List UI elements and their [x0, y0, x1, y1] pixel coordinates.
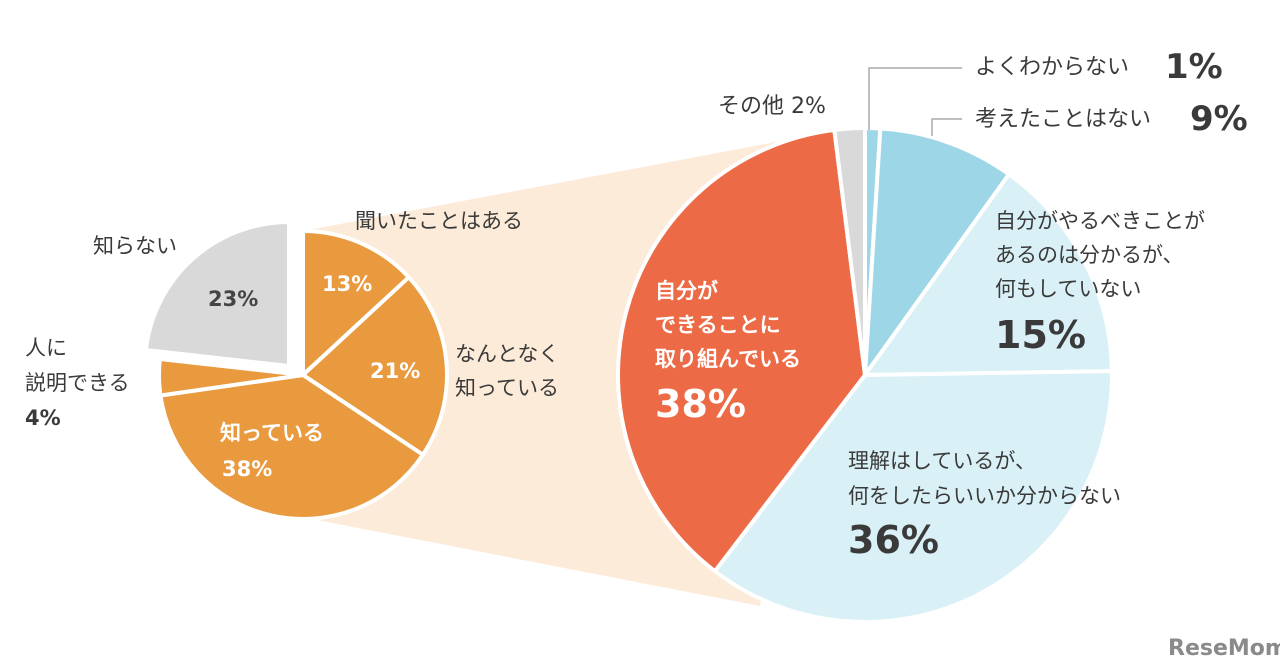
- label-explain-2: 説明できる: [25, 371, 130, 395]
- value-unsure: 1%: [1165, 47, 1223, 87]
- pie-slice: [832, 126, 867, 377]
- right-pie: [616, 126, 1114, 624]
- label-explain-1: 人に: [25, 336, 67, 360]
- value-somewhat: 21%: [370, 359, 420, 383]
- label-doing-2: できることに: [655, 313, 781, 337]
- label-heard: 聞いたことはある: [355, 209, 523, 233]
- label-aware-3: 何もしていない: [995, 277, 1141, 301]
- value-never: 9%: [1190, 99, 1248, 139]
- leader-line-unsure: [868, 67, 962, 130]
- label-unsure: よくわからない: [975, 55, 1129, 80]
- pie-slice: [157, 357, 305, 398]
- label-aware-2: あるのは分かるが、: [995, 243, 1184, 267]
- label-never: 考えたことはない: [975, 107, 1151, 132]
- pie-slice: [158, 373, 425, 521]
- label-know: 知っている: [220, 421, 324, 445]
- value-aware: 15%: [995, 313, 1086, 357]
- label-understand-2: 何をしたらいいか分からない: [848, 484, 1121, 508]
- label-dont-know: 知らない: [93, 234, 177, 258]
- label-aware-1: 自分がやるべきことが: [995, 209, 1205, 233]
- value-dont-know: 23%: [208, 287, 258, 311]
- label-somewhat-2: 知っている: [455, 376, 559, 400]
- pie-slice: [863, 126, 1011, 377]
- label-somewhat-1: なんとなく: [455, 342, 559, 366]
- pie-slice: [863, 172, 1114, 377]
- pie-slice: [301, 275, 449, 457]
- value-explain: 4%: [25, 406, 61, 430]
- label-other: その他 2%: [718, 94, 826, 119]
- left-pie: [143, 220, 449, 521]
- label-understand-1: 理解はしているが、: [848, 449, 1036, 473]
- label-doing-1: 自分が: [655, 279, 718, 303]
- pie-slice: [712, 369, 1114, 624]
- value-understand: 36%: [848, 518, 939, 562]
- pie-slice: [143, 220, 291, 368]
- resemom-logo: ReseMom: [1168, 636, 1280, 661]
- leader-line-never: [931, 118, 962, 136]
- value-heard: 13%: [322, 272, 372, 296]
- value-know: 38%: [222, 457, 272, 481]
- pie-slice: [301, 229, 411, 377]
- pie-slice: [616, 127, 867, 574]
- value-doing: 38%: [655, 382, 746, 426]
- label-doing-3: 取り組んでいる: [655, 347, 801, 371]
